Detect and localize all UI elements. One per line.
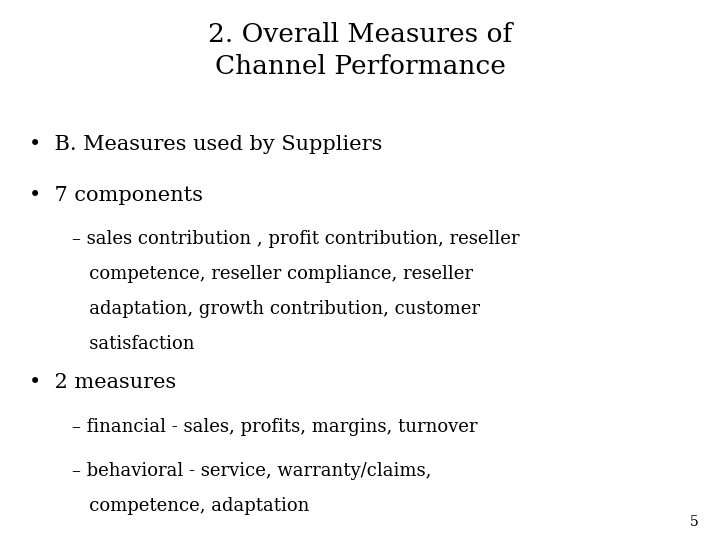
Text: •  7 components: • 7 components	[29, 186, 203, 205]
Text: •  B. Measures used by Suppliers: • B. Measures used by Suppliers	[29, 135, 382, 154]
Text: 5: 5	[690, 515, 698, 529]
Text: adaptation, growth contribution, customer: adaptation, growth contribution, custome…	[72, 300, 480, 318]
Text: satisfaction: satisfaction	[72, 335, 194, 353]
Text: – sales contribution , profit contribution, reseller: – sales contribution , profit contributi…	[72, 230, 520, 247]
Text: – financial - sales, profits, margins, turnover: – financial - sales, profits, margins, t…	[72, 418, 477, 436]
Text: 2. Overall Measures of
Channel Performance: 2. Overall Measures of Channel Performan…	[208, 22, 512, 79]
Text: competence, adaptation: competence, adaptation	[72, 497, 310, 515]
Text: – behavioral - service, warranty/claims,: – behavioral - service, warranty/claims,	[72, 462, 431, 480]
Text: •  2 measures: • 2 measures	[29, 373, 176, 392]
Text: competence, reseller compliance, reseller: competence, reseller compliance, reselle…	[72, 265, 473, 282]
